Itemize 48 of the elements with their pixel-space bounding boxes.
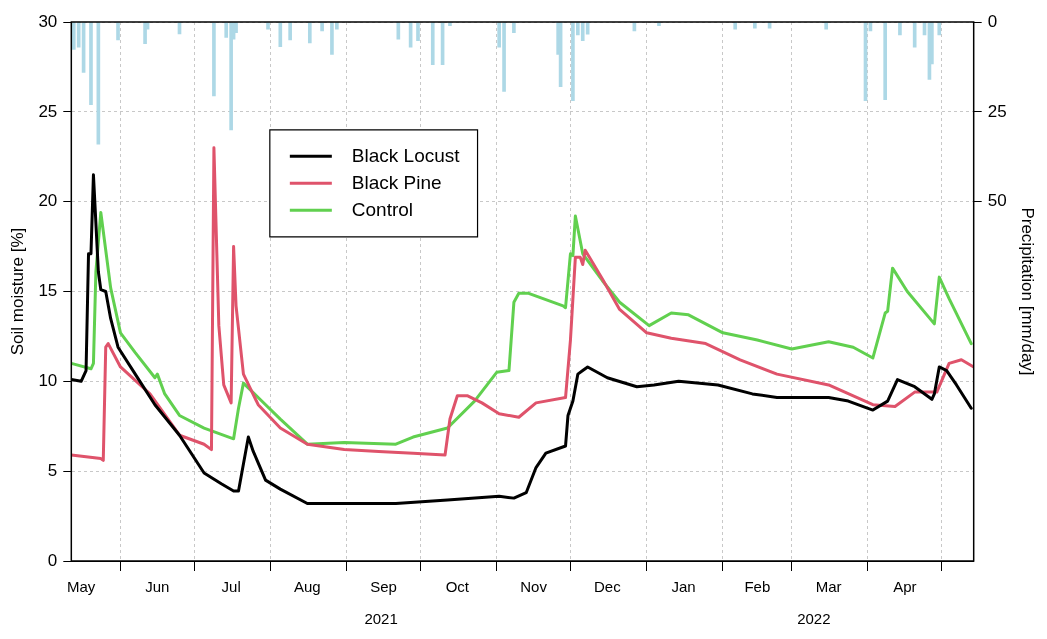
bar [116,22,120,41]
x-tick-label: Jan [671,578,696,596]
y-tick-label: 15 [38,281,58,301]
bar [212,22,216,97]
y-tick-label: 25 [38,101,58,121]
legend-label: Black Locust [351,144,461,166]
y-axis-title: Soil moisture [%] [7,227,27,356]
x-tick-label: Oct [445,578,470,596]
y2-tick-label: 0 [987,11,998,31]
x-tick-label: Apr [893,578,917,596]
bar [733,22,738,30]
y-tick-label: 20 [38,191,58,211]
bar [430,22,435,66]
bar [266,22,270,30]
x-tick-label: Jun [145,578,170,596]
y-tick-label: 10 [38,371,58,391]
bar [937,22,942,36]
x-tick-label: Sep [370,578,397,596]
x-tick-label: May [66,578,96,596]
bar [143,22,147,44]
y2-tick-label: 25 [987,101,1007,121]
bar [288,22,292,41]
bar [512,22,516,34]
bar [320,22,324,32]
x-tick-label: Mar [815,578,842,596]
bar [580,22,585,42]
legend-label: Black Pine [351,171,442,193]
y2-tick-label: 50 [987,191,1007,211]
x2-tick-label: 2022 [797,610,831,628]
bar [89,22,93,105]
y2-axis-title: Precipitation [mm/day] [1018,207,1038,376]
legend-label: Control [351,198,414,220]
bar [883,22,887,100]
bar [307,22,312,44]
bar [416,22,420,42]
x-tick-label: Nov [520,578,548,596]
x2-tick-label: 2021 [364,610,398,628]
bar [912,22,917,48]
x-tick-label: Jul [221,578,241,596]
y-tick-label: 30 [38,11,58,31]
x-tick-label: Aug [294,578,321,596]
x-tick-label: Dec [593,578,622,596]
bar [824,22,828,30]
x-tick-label: Feb [744,578,771,596]
y-tick-label: 0 [47,550,58,570]
bar [898,22,902,36]
bar [278,22,283,48]
y-tick-label: 5 [47,460,58,480]
